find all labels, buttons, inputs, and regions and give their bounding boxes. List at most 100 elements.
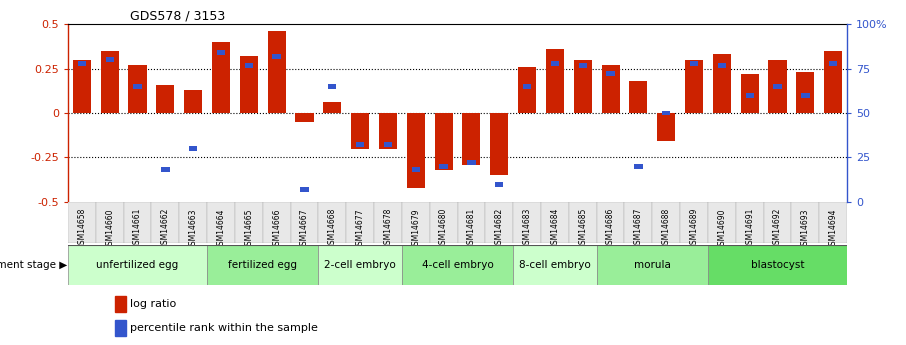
Text: GSM14687: GSM14687: [634, 208, 643, 249]
Bar: [439, 164, 448, 169]
Bar: [546, 49, 564, 113]
Bar: [101, 51, 119, 113]
Text: morula: morula: [634, 260, 670, 270]
Text: development stage ▶: development stage ▶: [0, 260, 67, 270]
FancyBboxPatch shape: [346, 202, 374, 243]
FancyBboxPatch shape: [96, 202, 123, 243]
FancyBboxPatch shape: [123, 202, 151, 243]
Text: GSM14688: GSM14688: [661, 208, 670, 249]
Bar: [746, 93, 754, 98]
FancyBboxPatch shape: [151, 202, 179, 243]
FancyBboxPatch shape: [374, 202, 402, 243]
Text: percentile rank within the sample: percentile rank within the sample: [130, 323, 318, 333]
Text: GSM14690: GSM14690: [718, 208, 727, 249]
FancyBboxPatch shape: [235, 202, 263, 243]
Text: GSM14662: GSM14662: [161, 208, 169, 249]
FancyBboxPatch shape: [263, 202, 291, 243]
FancyBboxPatch shape: [68, 245, 207, 285]
FancyBboxPatch shape: [207, 202, 235, 243]
FancyBboxPatch shape: [597, 202, 624, 243]
Bar: [212, 42, 230, 113]
Text: GSM14678: GSM14678: [383, 208, 392, 249]
Bar: [328, 84, 336, 89]
FancyBboxPatch shape: [597, 245, 708, 285]
FancyBboxPatch shape: [402, 245, 513, 285]
Bar: [189, 146, 198, 151]
Bar: [495, 181, 504, 187]
Bar: [662, 110, 670, 116]
Bar: [768, 60, 786, 113]
Bar: [689, 61, 699, 66]
Text: GSM14691: GSM14691: [746, 208, 754, 249]
Bar: [573, 60, 592, 113]
FancyBboxPatch shape: [819, 202, 847, 243]
Text: GSM14692: GSM14692: [773, 208, 782, 249]
Bar: [323, 102, 342, 113]
Bar: [467, 160, 476, 165]
Bar: [157, 85, 174, 113]
Bar: [551, 61, 559, 66]
Text: GSM14685: GSM14685: [578, 208, 587, 249]
Bar: [273, 53, 281, 59]
Bar: [630, 81, 648, 113]
FancyBboxPatch shape: [486, 202, 513, 243]
Text: GSM14689: GSM14689: [689, 208, 699, 249]
Bar: [295, 113, 313, 122]
Bar: [523, 84, 531, 89]
FancyBboxPatch shape: [541, 202, 569, 243]
Bar: [129, 65, 147, 113]
Text: 2-cell embryo: 2-cell embryo: [324, 260, 396, 270]
Text: GSM14680: GSM14680: [439, 208, 448, 249]
FancyBboxPatch shape: [458, 202, 486, 243]
FancyBboxPatch shape: [429, 202, 458, 243]
Bar: [384, 142, 392, 147]
Bar: [240, 56, 258, 113]
Bar: [829, 61, 837, 66]
Text: GSM14668: GSM14668: [328, 208, 337, 249]
Bar: [352, 113, 369, 148]
Bar: [774, 84, 782, 89]
Bar: [115, 296, 126, 312]
Bar: [161, 167, 169, 172]
Text: GSM14693: GSM14693: [801, 208, 810, 249]
Text: GSM14663: GSM14663: [188, 208, 198, 249]
Bar: [78, 61, 86, 66]
Bar: [462, 113, 480, 165]
FancyBboxPatch shape: [680, 202, 708, 243]
FancyBboxPatch shape: [318, 245, 402, 285]
Bar: [685, 60, 703, 113]
FancyBboxPatch shape: [569, 202, 597, 243]
Bar: [579, 62, 587, 68]
FancyBboxPatch shape: [652, 202, 680, 243]
Bar: [606, 71, 615, 76]
Text: GSM14679: GSM14679: [411, 208, 420, 249]
Text: unfertilized egg: unfertilized egg: [96, 260, 178, 270]
Text: GSM14683: GSM14683: [523, 208, 532, 249]
Text: GSM14661: GSM14661: [133, 208, 142, 249]
Text: GSM14660: GSM14660: [105, 208, 114, 249]
Bar: [300, 187, 309, 192]
Bar: [267, 31, 285, 113]
FancyBboxPatch shape: [513, 202, 541, 243]
Text: GSM14667: GSM14667: [300, 208, 309, 249]
Text: GSM14694: GSM14694: [829, 208, 838, 249]
FancyBboxPatch shape: [318, 202, 346, 243]
Bar: [741, 74, 758, 113]
Text: GSM14677: GSM14677: [356, 208, 364, 249]
Bar: [356, 142, 364, 147]
Text: GSM14684: GSM14684: [551, 208, 559, 249]
Bar: [824, 51, 843, 113]
FancyBboxPatch shape: [513, 245, 597, 285]
FancyBboxPatch shape: [207, 245, 318, 285]
Text: blastocyst: blastocyst: [751, 260, 805, 270]
Bar: [718, 62, 726, 68]
FancyBboxPatch shape: [179, 202, 207, 243]
Bar: [133, 84, 141, 89]
FancyBboxPatch shape: [68, 202, 96, 243]
Text: GSM14682: GSM14682: [495, 208, 504, 249]
Bar: [184, 90, 202, 113]
Text: GSM14666: GSM14666: [272, 208, 281, 249]
Bar: [713, 55, 731, 113]
Bar: [411, 167, 420, 172]
FancyBboxPatch shape: [402, 202, 429, 243]
